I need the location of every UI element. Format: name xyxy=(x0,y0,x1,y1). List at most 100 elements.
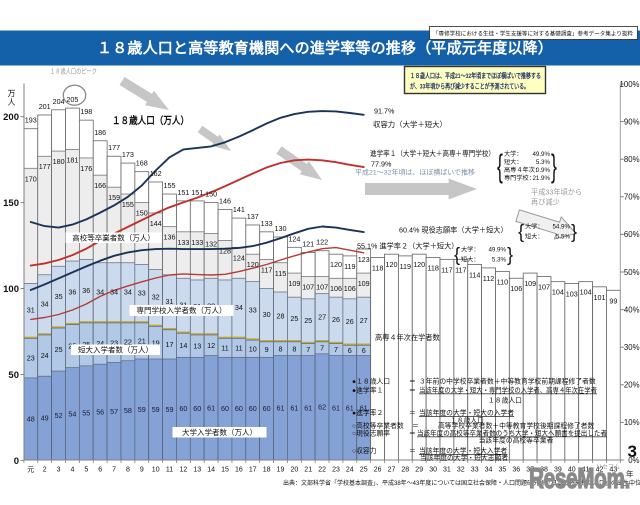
svg-text:26: 26 xyxy=(332,315,340,324)
svg-text:151: 151 xyxy=(177,188,189,197)
svg-text:短大：: 短大： xyxy=(504,158,523,166)
svg-text:8: 8 xyxy=(126,467,130,474)
svg-text:168: 168 xyxy=(136,159,148,168)
svg-text:40%: 40% xyxy=(624,305,640,314)
svg-text:28: 28 xyxy=(401,467,409,474)
svg-text:万: 万 xyxy=(8,89,16,98)
svg-text:205: 205 xyxy=(66,95,78,104)
svg-text:人: 人 xyxy=(8,98,16,107)
svg-text:26: 26 xyxy=(346,317,354,326)
svg-text:短大：: 短大： xyxy=(525,232,544,240)
svg-text:１８歳人口と高等教育機関への進学率等の推移（平成元年度以降）: １８歳人口と高等教育機関への進学率等の推移（平成元年度以降） xyxy=(97,39,553,57)
svg-text:14: 14 xyxy=(179,341,187,350)
svg-text:１８歳人口: １８歳人口 xyxy=(450,416,484,425)
svg-text:32: 32 xyxy=(152,293,160,302)
svg-text:7: 7 xyxy=(334,345,338,354)
svg-text:200: 200 xyxy=(3,112,19,123)
svg-text:当該年度の大学・短大の入学者: 当該年度の大学・短大の入学者 xyxy=(419,408,514,417)
svg-text:16: 16 xyxy=(235,467,243,474)
svg-text:110: 110 xyxy=(497,277,508,286)
svg-text:173: 173 xyxy=(122,150,134,159)
svg-text:151: 151 xyxy=(191,188,203,197)
svg-text:130: 130 xyxy=(275,224,287,233)
svg-text:元: 元 xyxy=(27,466,34,474)
svg-text:6: 6 xyxy=(362,346,366,355)
svg-text:リセマム: リセマム xyxy=(596,464,620,471)
svg-text:103: 103 xyxy=(566,289,578,298)
svg-text:70%: 70% xyxy=(624,193,640,202)
svg-text:61: 61 xyxy=(346,403,354,412)
svg-text:25: 25 xyxy=(55,345,63,354)
svg-text:11: 11 xyxy=(221,343,228,352)
svg-text:31: 31 xyxy=(166,297,174,306)
svg-text:24: 24 xyxy=(346,467,354,474)
svg-text:＝: ＝ xyxy=(409,379,416,386)
svg-text:高専４年次：: 高専４年次： xyxy=(504,166,541,174)
svg-text:61: 61 xyxy=(277,403,285,412)
svg-text:177: 177 xyxy=(39,162,51,171)
svg-text:25: 25 xyxy=(304,316,312,325)
svg-text:58: 58 xyxy=(124,406,132,415)
svg-text:36: 36 xyxy=(512,467,520,474)
svg-text:25: 25 xyxy=(290,314,298,323)
svg-text:「専修学校における生徒・学生支援等に対する基礎調査」参考デー: 「専修学校における生徒・学生支援等に対する基礎調査」参考データ集より抜粋 xyxy=(433,30,633,38)
svg-text:121: 121 xyxy=(302,240,314,249)
svg-text:＝: ＝ xyxy=(409,448,416,455)
svg-text:平成21～32年頃は、ほぼ横ばいで推移: 平成21～32年頃は、ほぼ横ばいで推移 xyxy=(355,168,475,177)
svg-text:150: 150 xyxy=(3,198,19,209)
svg-text:60: 60 xyxy=(179,404,187,413)
svg-text:35: 35 xyxy=(499,467,507,474)
svg-text:当該年度の大学・短大志願者: 当該年度の大学・短大志願者 xyxy=(420,453,509,462)
svg-text:高校等卒業者数（万人）: 高校等卒業者数（万人） xyxy=(72,232,155,242)
svg-text:5.3%: 5.3% xyxy=(536,159,551,166)
svg-text:133: 133 xyxy=(191,238,203,247)
svg-text:155: 155 xyxy=(122,200,134,209)
svg-text:132: 132 xyxy=(205,240,217,249)
svg-text:104: 104 xyxy=(580,288,592,297)
svg-text:5: 5 xyxy=(84,467,88,474)
svg-text:59: 59 xyxy=(152,405,160,414)
svg-text:180: 180 xyxy=(53,157,65,166)
svg-text:１８歳人口のピーク: １８歳人口のピーク xyxy=(50,67,97,76)
svg-text:100: 100 xyxy=(3,284,19,295)
svg-text:23: 23 xyxy=(27,354,35,363)
svg-text:159: 159 xyxy=(108,193,120,202)
svg-text:短大入学者数（万人）: 短大入学者数（万人） xyxy=(78,344,153,354)
svg-text:101: 101 xyxy=(594,293,606,302)
svg-text:が、33年頃から再び減少することが予測されている。: が、33年頃から再び減少することが予測されている。 xyxy=(410,81,529,90)
svg-text:33: 33 xyxy=(138,288,146,297)
svg-text:107: 107 xyxy=(538,283,550,292)
svg-text:32: 32 xyxy=(457,467,465,474)
svg-text:122: 122 xyxy=(316,238,328,247)
svg-text:2: 2 xyxy=(43,467,47,474)
svg-text:146: 146 xyxy=(219,197,231,206)
svg-text:43: 43 xyxy=(610,467,618,474)
svg-text:133: 133 xyxy=(261,219,273,228)
svg-text:37: 37 xyxy=(526,467,534,474)
svg-text:106: 106 xyxy=(510,284,522,293)
svg-text:55: 55 xyxy=(82,409,90,418)
svg-text:26: 26 xyxy=(374,467,382,474)
svg-text:77.9%: 77.9% xyxy=(371,160,392,169)
svg-text:62: 62 xyxy=(318,403,326,412)
svg-text:36: 36 xyxy=(68,288,76,297)
svg-text:大学：: 大学： xyxy=(504,150,523,158)
svg-text:186: 186 xyxy=(94,128,106,137)
svg-text:100%: 100% xyxy=(620,80,640,89)
svg-text:176: 176 xyxy=(80,164,92,173)
svg-text:112: 112 xyxy=(483,274,494,283)
svg-text:21.9%: 21.9% xyxy=(532,175,550,182)
svg-text:118: 118 xyxy=(372,264,383,273)
svg-text:141: 141 xyxy=(233,205,245,214)
svg-text:34: 34 xyxy=(41,300,49,309)
svg-text:＝: ＝ xyxy=(409,388,416,395)
svg-text:１８歳人口: １８歳人口 xyxy=(488,396,522,405)
svg-text:21: 21 xyxy=(138,337,146,346)
svg-text:144: 144 xyxy=(150,219,162,228)
svg-text:41: 41 xyxy=(582,467,590,474)
svg-text:99: 99 xyxy=(609,296,617,305)
svg-text:61: 61 xyxy=(207,403,215,412)
svg-text:14: 14 xyxy=(207,467,215,474)
svg-text:１８歳人口（万人）: １８歳人口（万人） xyxy=(112,114,189,127)
svg-text:9: 9 xyxy=(140,467,144,474)
